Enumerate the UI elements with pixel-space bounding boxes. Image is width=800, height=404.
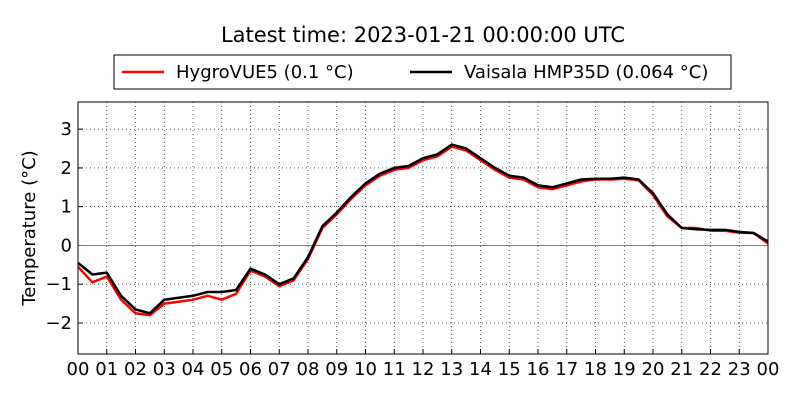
x-tick-label: 05: [210, 359, 233, 380]
legend-label: Vaisala HMP35D (0.064 °C): [464, 62, 708, 83]
x-tick-label: 14: [469, 359, 492, 380]
legend-label: HygroVUE5 (0.1 °C): [176, 62, 354, 83]
x-tick-label: 04: [182, 359, 205, 380]
x-tick-label: 10: [354, 359, 377, 380]
x-tick-label: 15: [498, 359, 521, 380]
y-tick-label: 2: [61, 158, 72, 179]
y-tick-label: 1: [61, 197, 72, 218]
x-tick-label: 19: [613, 359, 636, 380]
y-tick-label: −1: [45, 274, 72, 295]
x-tick-label: 12: [412, 359, 435, 380]
x-tick-label: 17: [555, 359, 578, 380]
x-tick-label: 18: [584, 359, 607, 380]
plot-frame: [77, 101, 769, 355]
y-axis-label: Temperature (°C): [19, 150, 40, 306]
x-tick-label: 23: [728, 359, 751, 380]
y-tick-label: 0: [61, 235, 72, 256]
y-tick-label: −2: [45, 313, 72, 334]
x-tick-label: 06: [239, 359, 262, 380]
x-tick-label: 21: [670, 359, 693, 380]
x-tick-label: 00: [67, 359, 90, 380]
x-tick-label: 16: [527, 359, 550, 380]
x-tick-label: 07: [268, 359, 291, 380]
x-tick-label: 09: [325, 359, 348, 380]
x-tick-label: 13: [440, 359, 463, 380]
x-tick-label: 00: [757, 359, 780, 380]
x-tick-label: 03: [153, 359, 176, 380]
x-tick-label: 02: [124, 359, 147, 380]
x-tick-label: 20: [642, 359, 665, 380]
x-tick-label: 22: [699, 359, 722, 380]
chart-title: Latest time: 2023-01-21 00:00:00 UTC: [221, 23, 625, 47]
y-tick-label: 3: [61, 119, 72, 140]
x-tick-label: 08: [297, 359, 320, 380]
x-tick-label: 11: [383, 359, 406, 380]
series-line: [77, 143, 769, 315]
x-tick-label: 01: [95, 359, 118, 380]
